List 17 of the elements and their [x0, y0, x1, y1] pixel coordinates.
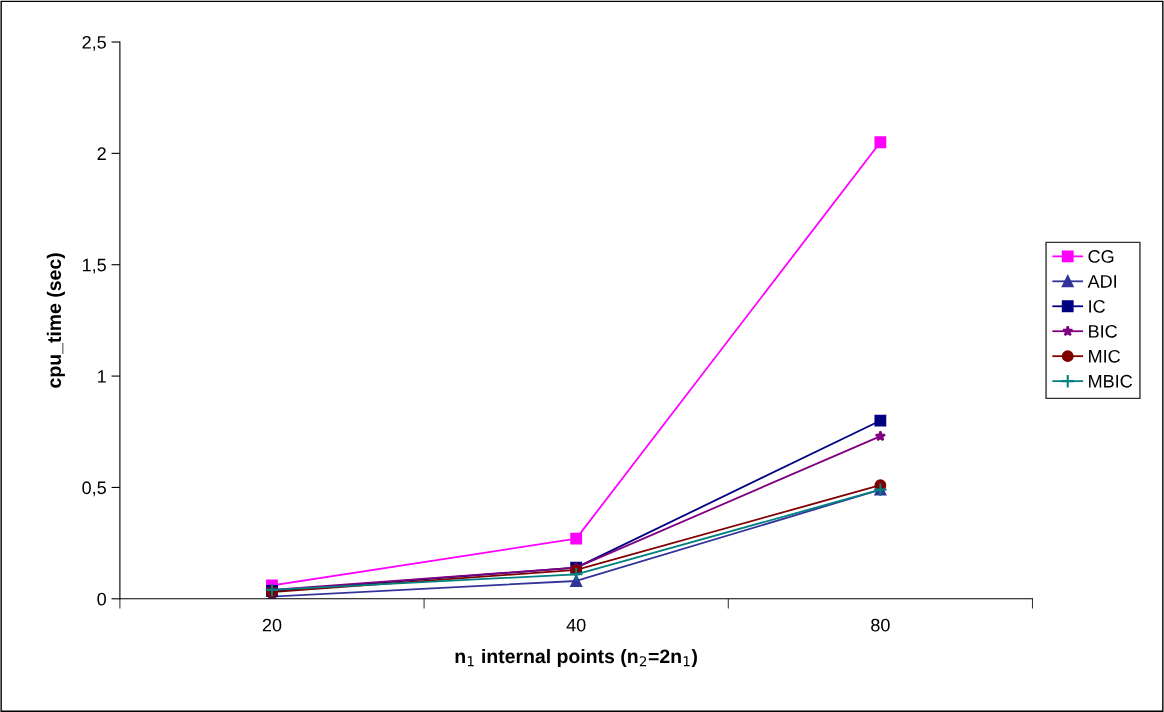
y-tick-label: 2,5	[82, 35, 106, 51]
y-tick-label: 0	[97, 592, 106, 606]
legend-label: IC	[1089, 299, 1105, 313]
y-tick-label: 1	[98, 370, 106, 383]
legend-label: CG	[1088, 250, 1114, 263]
x-axis-title: n$_{1}$ internal points (n$_{2}$=2n$_{1}$)	[455, 648, 697, 668]
x-tick-label: 40	[566, 618, 586, 632]
y-tick-label: 0,5	[82, 481, 106, 497]
legend-label: ADI	[1087, 275, 1117, 288]
x-tick-label: 80	[871, 618, 890, 632]
y-tick-label: 2	[97, 147, 106, 160]
legend-label: BIC	[1089, 324, 1117, 338]
legend-label: MIC	[1089, 349, 1120, 363]
legend-label: MBIC	[1089, 374, 1133, 388]
x-tick-label: 20	[262, 618, 282, 632]
y-tick-label: 1,5	[82, 258, 106, 274]
y-axis-title: cpu_time (sec)	[46, 253, 65, 388]
